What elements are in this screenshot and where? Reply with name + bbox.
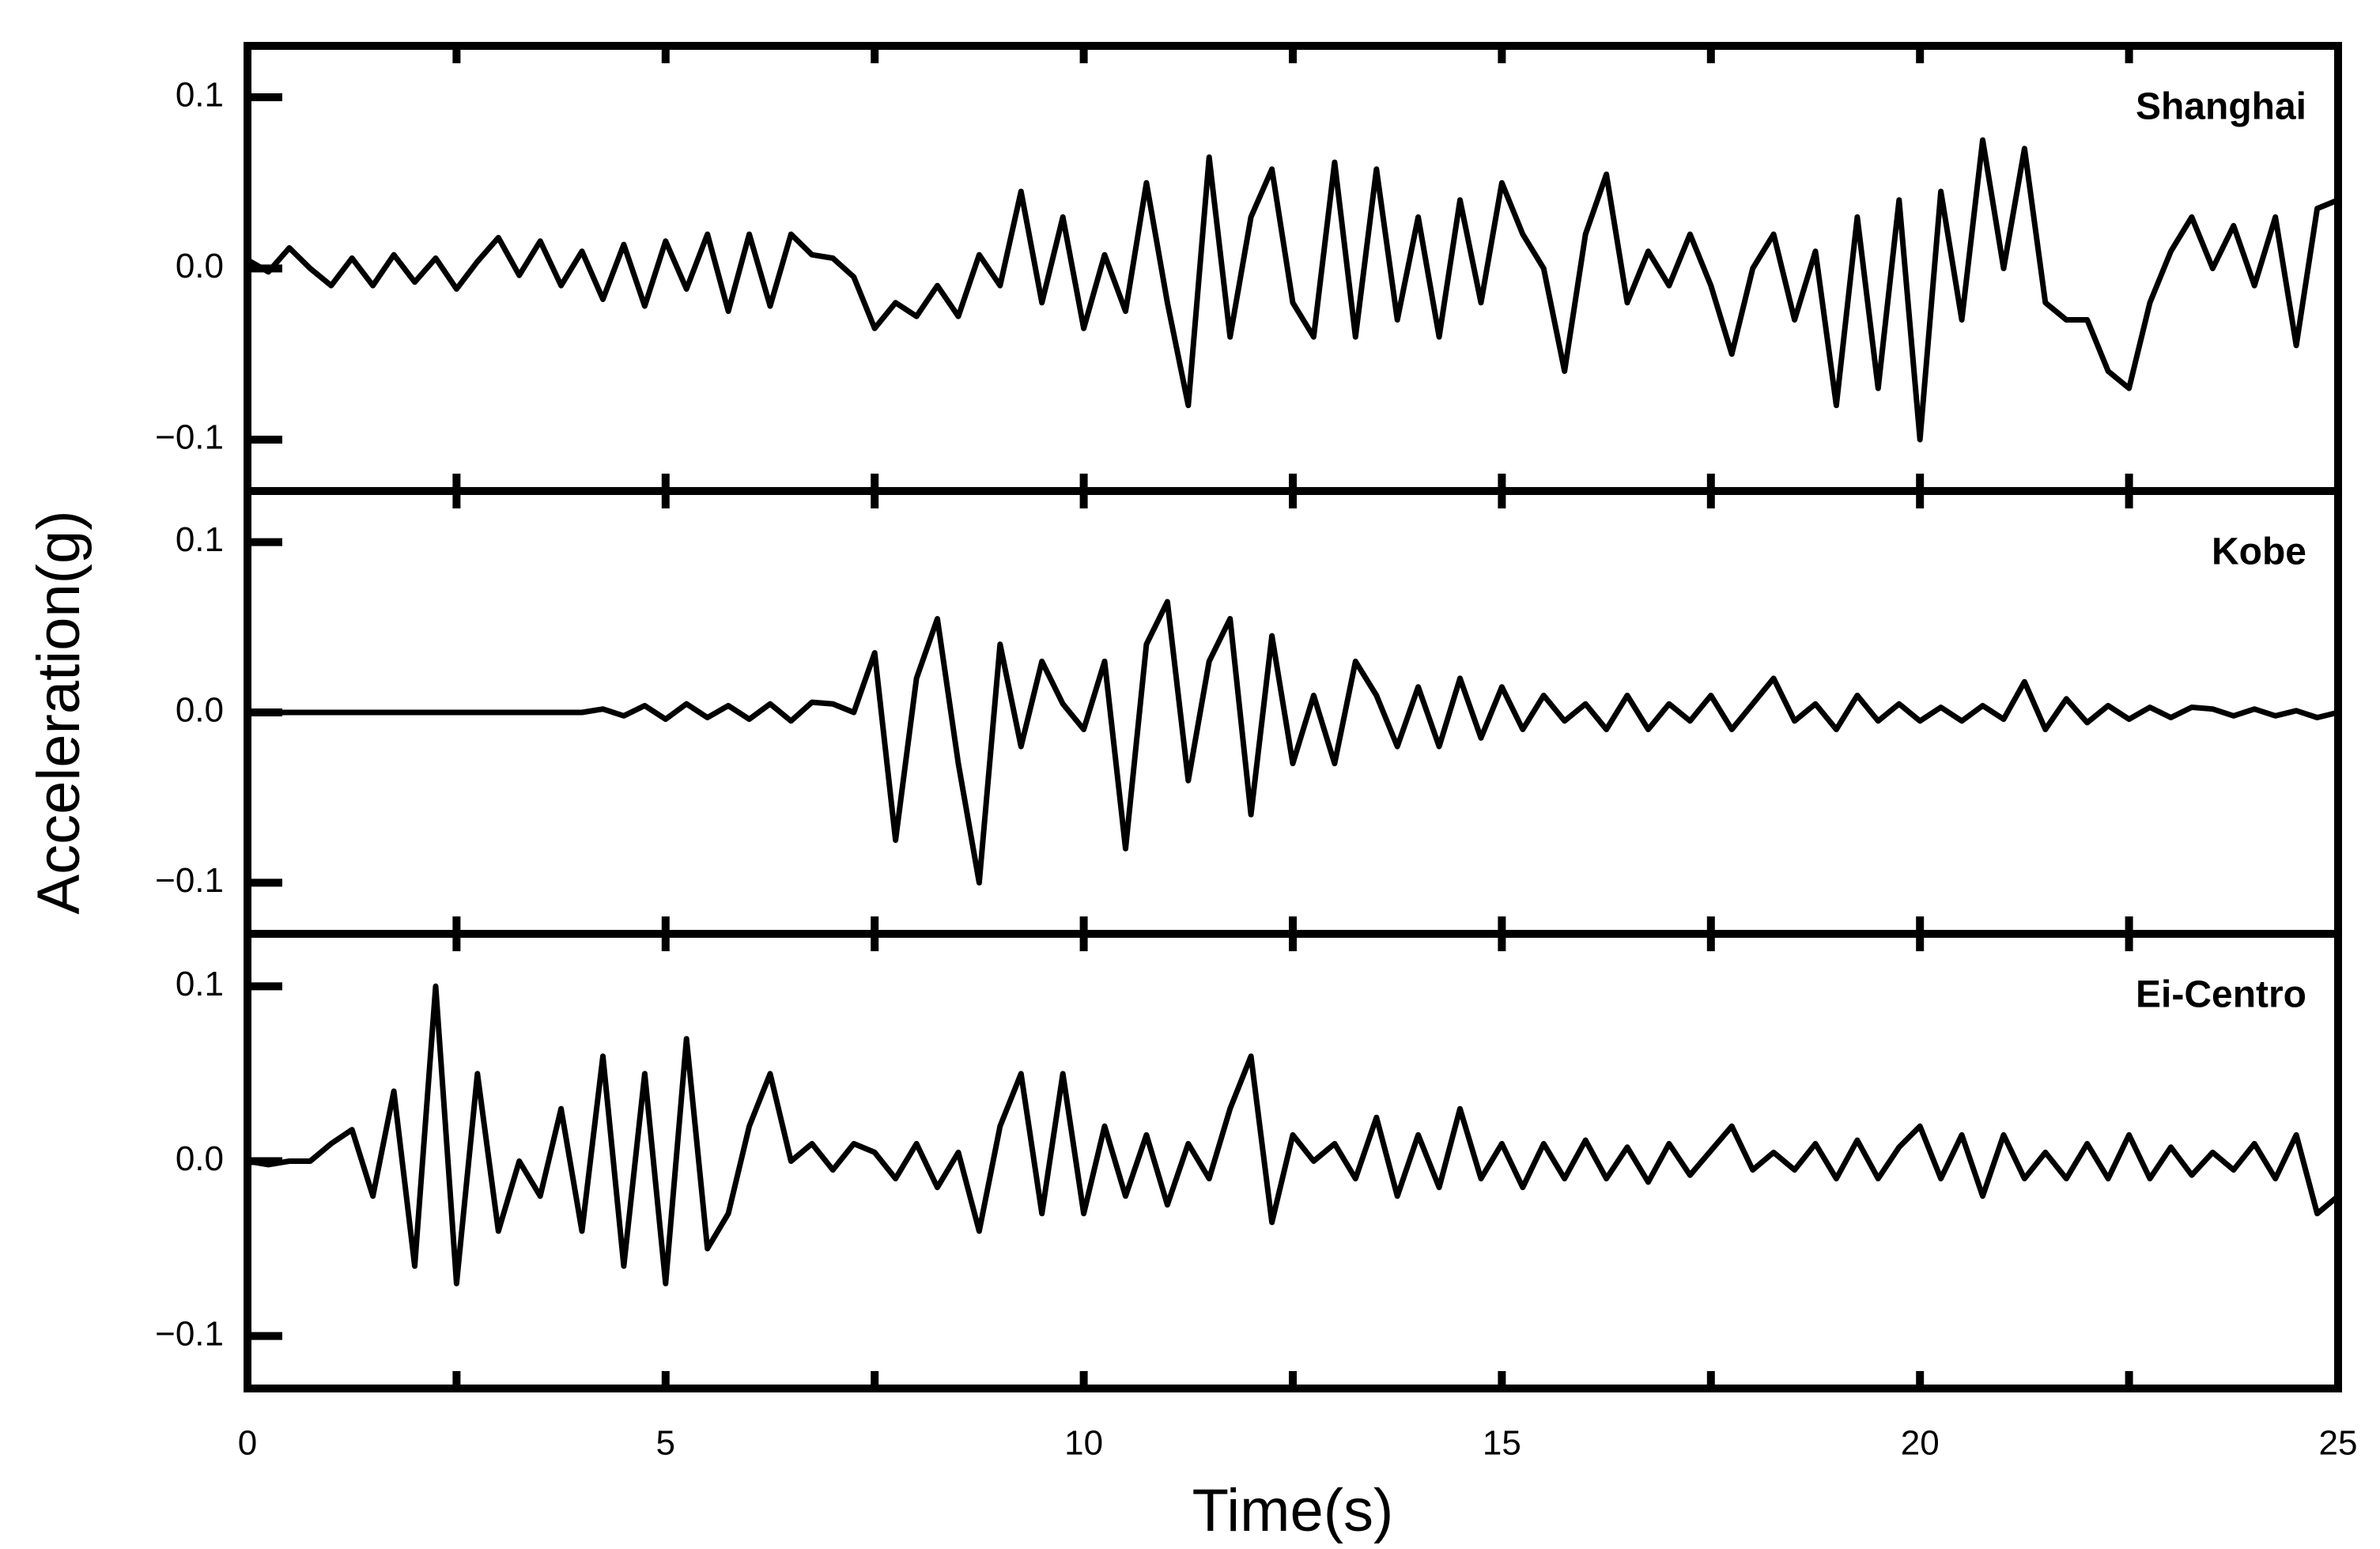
panel-frame	[244, 42, 2342, 495]
y-axis-label: Acceleration(g)	[25, 510, 93, 914]
data-line	[246, 137, 2340, 443]
y-tick-label: −0.1	[155, 418, 224, 457]
y-tick-label: 0.0	[176, 1139, 224, 1178]
y-tick-label: −0.1	[155, 1314, 224, 1353]
panel-title: Ei-Centro	[2136, 974, 2306, 1016]
x-tick-label: 5	[656, 1424, 675, 1463]
y-tick-label: −0.1	[155, 861, 224, 900]
data-line	[247, 599, 2339, 886]
y-tick-label: 0.0	[176, 691, 224, 730]
panel-frame	[244, 930, 2342, 1392]
x-tick-label: 25	[2319, 1424, 2358, 1463]
panel-title: Kobe	[2212, 531, 2306, 573]
y-tick-label: 0.1	[176, 76, 224, 115]
data-line	[247, 983, 2340, 1286]
x-axis-label: Time(s)	[1192, 1477, 1394, 1544]
y-tick-label: 0.0	[176, 247, 224, 285]
panel-title: Shanghai	[2136, 86, 2306, 128]
y-tick-label: 0.1	[176, 520, 224, 559]
x-tick-label: 10	[1064, 1424, 1103, 1463]
x-tick-label: 15	[1483, 1424, 1521, 1463]
x-tick-label: 0	[238, 1424, 257, 1463]
y-tick-label: 0.1	[176, 965, 224, 1003]
x-tick-label: 20	[1901, 1424, 1940, 1463]
